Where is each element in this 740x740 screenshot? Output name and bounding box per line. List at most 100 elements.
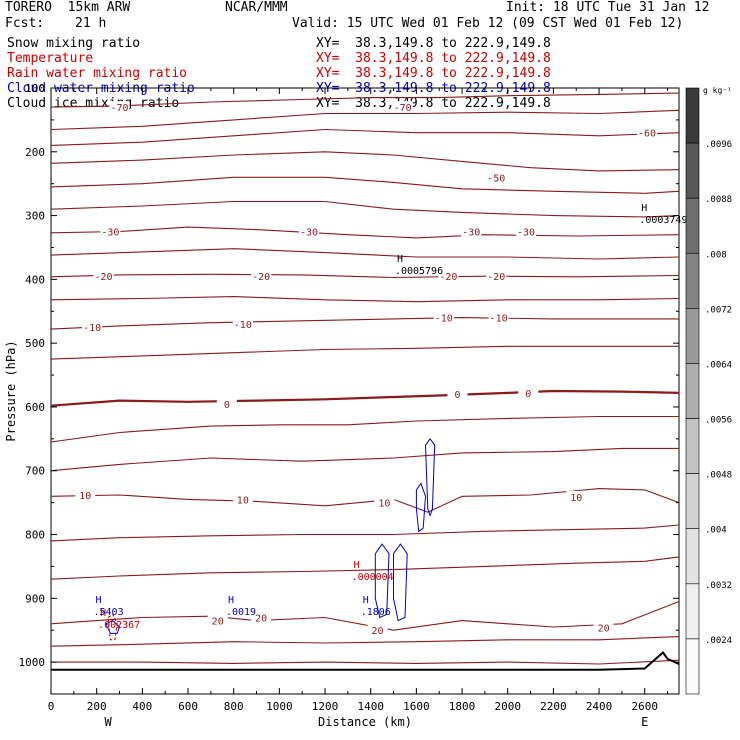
max-value-2: .000004: [352, 572, 394, 583]
temp-label-bg-23: [207, 614, 228, 626]
y-tick-label-1: 300: [25, 210, 45, 223]
temp-label-bg-18: [518, 386, 539, 398]
y-tick-label-3: 500: [25, 337, 45, 350]
x-tick-label-9: 1800: [449, 700, 476, 713]
temperature-contour-13: [50, 415, 679, 443]
temperature-label-24: 20: [372, 626, 384, 637]
max-value-5: .0019: [226, 607, 256, 618]
temperature-label-23: 20: [212, 617, 224, 628]
endpoint-right: E: [641, 715, 648, 729]
temperature-label-18: 0: [525, 389, 531, 400]
temp-label-bg-8: [93, 270, 114, 282]
temperature-contour-0: [50, 92, 680, 108]
temperature-contour-1: [50, 109, 680, 131]
temperature-contour-2: [50, 128, 680, 146]
max-value-3: .002367: [98, 620, 140, 631]
x-tick-label-2: 400: [132, 700, 152, 713]
colorbar-unit: g kg⁻¹: [703, 86, 732, 95]
colorbar-swatch-1: [685, 142, 700, 199]
temperature-contour-15: [50, 488, 680, 513]
temperature-contour-18: [50, 600, 680, 631]
cloud-water-contour-4: [105, 620, 121, 634]
x-tick-label-7: 1400: [357, 700, 384, 713]
plot-frame: [50, 87, 680, 695]
forecast-hour: 21 h: [75, 16, 107, 31]
temp-label-bg-21: [374, 496, 395, 508]
colorbar-swatch-6: [685, 418, 700, 474]
y-tick-label-8: 1000: [19, 656, 46, 669]
temperature-label-6: -30: [462, 228, 480, 239]
temperature-contour-5: [50, 200, 680, 218]
temp-label-bg-6: [461, 225, 482, 237]
max-marker-0: H: [641, 203, 647, 214]
legend-label-3: Cloud water mixing ratio: [7, 81, 195, 96]
colorbar-swatch-8: [685, 528, 700, 585]
init-time: Init: 18 UTC Tue 31 Jan 12: [506, 0, 710, 15]
x-tick-label-1: 200: [87, 700, 107, 713]
temperature-contour-16: [50, 524, 680, 542]
temp-label-bg-1: [109, 101, 130, 113]
legend-label-0: Snow mixing ratio: [7, 36, 141, 51]
temp-label-bg-0: [392, 101, 413, 113]
temp-label-bg-10: [438, 270, 459, 282]
colorbar-swatch-3: [685, 252, 700, 309]
temperature-contour-9: [50, 296, 680, 303]
colorbar-swatch-10: [685, 638, 700, 695]
colorbar-swatch-9: [685, 583, 700, 640]
temperature-label-5: -30: [300, 228, 318, 239]
x-tick-label-3: 600: [178, 700, 198, 713]
cloud-water-contour-3: [393, 543, 408, 622]
colorbar-swatch-2: [685, 197, 700, 254]
max-marker-4: H: [96, 595, 102, 606]
temperature-contour-10: [50, 317, 679, 330]
temperature-label-25: 20: [598, 624, 610, 635]
max-marker-6: H: [363, 595, 369, 606]
temp-label-bg-22: [566, 490, 587, 502]
temperature-label-7: -30: [517, 228, 535, 239]
y-tick-label-5: 700: [25, 465, 45, 478]
temperature-label-16: 0: [224, 400, 230, 411]
organization: NCAR/MMM: [225, 0, 288, 15]
temperature-label-12: -10: [83, 323, 101, 334]
temperature-label-14: -10: [435, 314, 453, 325]
cloud-water-contour-0: [425, 437, 436, 517]
temp-label-bg-11: [486, 270, 507, 282]
temp-label-bg-19: [75, 488, 96, 500]
legend-xy-0: XY= 38.3,149.8 to 222.9,149.8: [316, 36, 551, 51]
x-tick-label-6: 1200: [312, 700, 339, 713]
legend-xy-4: XY= 38.3,149.8 to 222.9,149.8: [316, 96, 551, 111]
temp-label-bg-16: [216, 397, 237, 409]
colorbar-swatch-0: [685, 87, 700, 144]
temp-label-bg-2: [637, 126, 658, 138]
temperature-contour-8: [50, 273, 680, 279]
temp-label-bg-25: [593, 621, 614, 633]
temperature-contour-6: [50, 226, 680, 239]
colorbar-label-9: .0024: [705, 636, 732, 646]
colorbar-label-5: .0056: [705, 416, 732, 426]
x-tick-label-5: 1000: [266, 700, 293, 713]
temperature-label-0: -70: [394, 103, 412, 114]
max-marker-2: H: [354, 560, 360, 571]
cloud-water-contour-1: [415, 482, 427, 533]
temp-label-bg-14: [433, 311, 454, 323]
colorbar-swatch-5: [685, 363, 700, 419]
max-value-4: .5403: [94, 607, 124, 618]
temp-label-bg-9: [251, 270, 272, 282]
forecast-label: Fcst:: [5, 16, 45, 31]
valid-time: Valid: 15 UTC Wed 01 Feb 12 (09 CST Wed …: [292, 16, 684, 31]
max-value-0: .0003749: [639, 215, 687, 226]
x-axis-label: Distance (km): [318, 715, 412, 729]
temperature-contour-11: [50, 345, 679, 360]
temp-label-bg-20: [232, 493, 253, 505]
x-tick-label-10: 2000: [494, 700, 521, 713]
temperature-label-22: 10: [570, 493, 582, 504]
temperature-contour-20: [51, 659, 680, 665]
y-tick-label-7: 900: [25, 592, 45, 605]
temperature-label-8: -20: [94, 272, 112, 283]
cloud-water-contour-2: [374, 543, 390, 619]
top-left-label: 100: [25, 82, 45, 95]
temp-label-bg-17: [447, 388, 468, 400]
temperature-contour-14: [50, 447, 679, 472]
temperature-label-10: -20: [439, 272, 457, 283]
